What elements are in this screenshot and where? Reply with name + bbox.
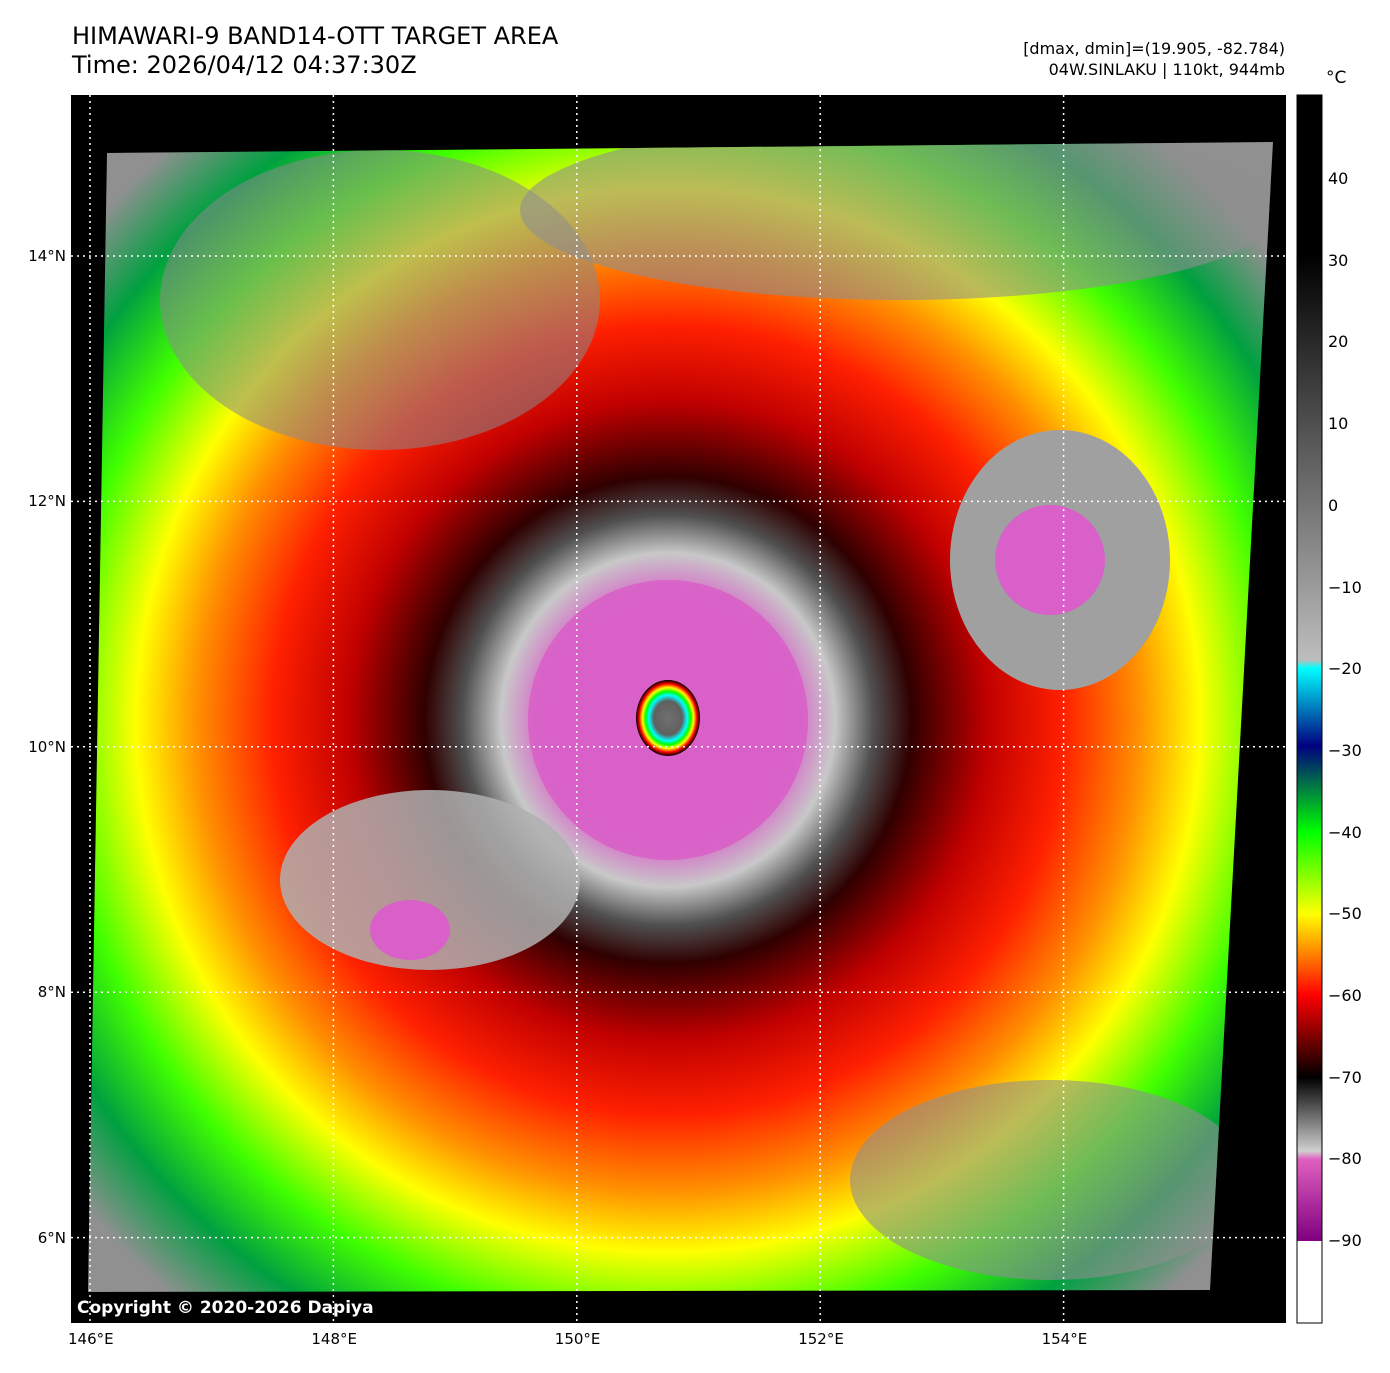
colorbar-tick-label: −80	[1328, 1149, 1362, 1169]
title-line-1: HIMAWARI-9 BAND14-OTT TARGET AREA	[72, 22, 559, 50]
lat-tick-label: 10°N	[28, 737, 66, 756]
colorbar-tick-label: −70	[1328, 1067, 1362, 1087]
lat-tick-label: 12°N	[28, 492, 66, 511]
figure-title: HIMAWARI-9 BAND14-OTT TARGET AREA Time: …	[72, 22, 558, 80]
colorbar-tick-label: −50	[1328, 904, 1362, 924]
lon-tick-label: 152°E	[798, 1330, 844, 1348]
colorbar-tick-label: 30	[1328, 250, 1349, 270]
lon-tick-label: 150°E	[554, 1330, 601, 1348]
colorbar-tick-label: 10	[1328, 414, 1349, 434]
colorbar-tick-label: 40	[1328, 169, 1349, 188]
lon-tick-label: 154°E	[1041, 1330, 1088, 1348]
colorbar-tick-label: −20	[1328, 659, 1362, 679]
colorbar-tick-label: −90	[1328, 1231, 1362, 1251]
title-line-2: Time: 2026/04/12 04:37:30Z	[72, 51, 417, 79]
lon-tick-label: 146°E	[68, 1330, 114, 1348]
lat-tick-label: 14°N	[28, 247, 66, 265]
lon-tick-label: 148°E	[311, 1330, 357, 1348]
ir-imagery	[88, 142, 1273, 1292]
storm-info: [dmax, dmin]=(19.905, -82.784) 04W.SINLA…	[1023, 38, 1285, 80]
colorbar-tick-label: 0	[1328, 495, 1339, 515]
colorbar-unit: °C	[1326, 68, 1347, 88]
colorbar-tick-label: −10	[1328, 577, 1362, 597]
colorbar-tick-label: −60	[1328, 986, 1362, 1005]
storm-eye	[636, 680, 700, 756]
colorbar-tick-label: −30	[1328, 740, 1362, 760]
lat-tick-label: 8°N	[37, 983, 66, 1002]
dmax-dmin: [dmax, dmin]=(19.905, -82.784)	[1023, 39, 1285, 58]
colorbar	[1296, 94, 1323, 1324]
copyright: Copyright © 2020-2026 Dapiya	[77, 1298, 374, 1318]
colorbar-tick-label: −40	[1328, 822, 1362, 842]
colorbar-tick-label: 20	[1328, 332, 1349, 352]
lat-tick-label: 6°N	[37, 1228, 66, 1247]
storm-name-intensity: 04W.SINLAKU | 110kt, 944mb	[1048, 60, 1285, 79]
gridlines	[71, 95, 1286, 1323]
